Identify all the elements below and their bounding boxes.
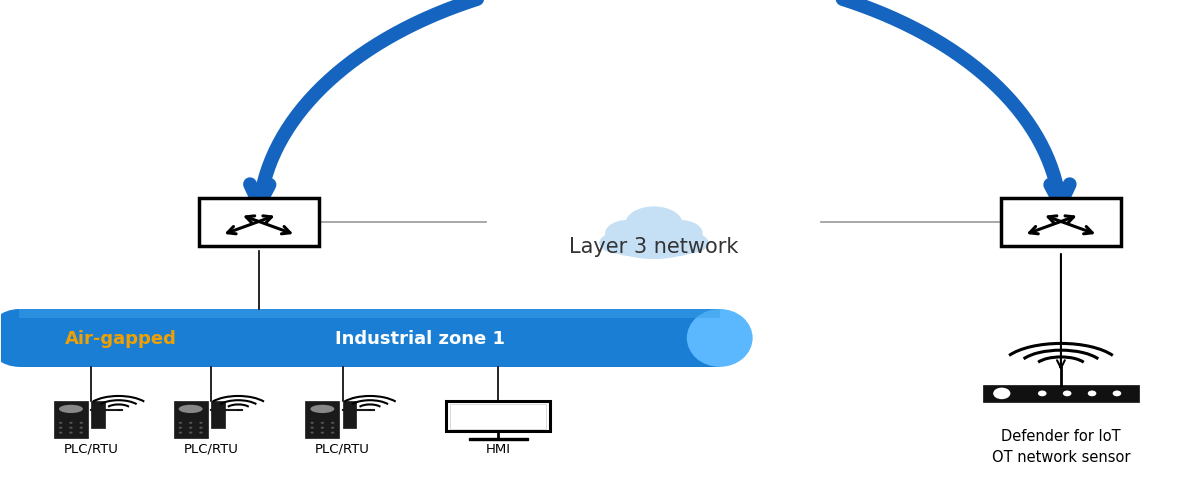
Bar: [199, 199, 319, 247]
Ellipse shape: [188, 427, 192, 429]
Text: Air-gapped: Air-gapped: [65, 329, 178, 347]
Ellipse shape: [59, 432, 62, 434]
Bar: [469, 438, 528, 440]
Bar: [174, 401, 208, 439]
Bar: [983, 385, 1139, 402]
Ellipse shape: [625, 207, 683, 242]
Ellipse shape: [79, 427, 83, 429]
Bar: [211, 401, 224, 428]
Ellipse shape: [320, 427, 324, 429]
Ellipse shape: [179, 405, 203, 413]
Ellipse shape: [1058, 367, 1063, 369]
Bar: [450, 404, 546, 429]
Ellipse shape: [79, 432, 83, 434]
Ellipse shape: [994, 388, 1010, 399]
Ellipse shape: [648, 233, 700, 257]
Ellipse shape: [686, 309, 752, 367]
Text: OT network sensor: OT network sensor: [991, 449, 1130, 464]
Text: Industrial zone 1: Industrial zone 1: [336, 329, 505, 347]
Ellipse shape: [617, 235, 691, 259]
Ellipse shape: [188, 432, 192, 434]
Ellipse shape: [118, 410, 120, 411]
Ellipse shape: [331, 422, 335, 424]
Ellipse shape: [656, 220, 703, 247]
Bar: [54, 401, 88, 439]
Ellipse shape: [59, 405, 83, 413]
Ellipse shape: [238, 410, 240, 411]
Ellipse shape: [59, 427, 62, 429]
Ellipse shape: [320, 422, 324, 424]
Ellipse shape: [1112, 391, 1121, 396]
Ellipse shape: [199, 432, 203, 434]
Ellipse shape: [331, 432, 335, 434]
Ellipse shape: [599, 233, 640, 254]
Ellipse shape: [70, 422, 73, 424]
Ellipse shape: [311, 432, 314, 434]
Text: PLC/RTU: PLC/RTU: [184, 442, 239, 454]
Ellipse shape: [79, 422, 83, 424]
Bar: [305, 401, 340, 439]
Ellipse shape: [188, 422, 192, 424]
Ellipse shape: [311, 405, 335, 413]
Ellipse shape: [320, 432, 324, 434]
Ellipse shape: [199, 427, 203, 429]
Ellipse shape: [70, 427, 73, 429]
Ellipse shape: [608, 233, 660, 257]
Ellipse shape: [179, 422, 182, 424]
Ellipse shape: [1087, 391, 1097, 396]
Ellipse shape: [199, 422, 203, 424]
Bar: [446, 401, 551, 432]
Bar: [19, 309, 720, 367]
Ellipse shape: [179, 427, 182, 429]
Ellipse shape: [59, 422, 62, 424]
Bar: [342, 401, 356, 428]
Text: PLC/RTU: PLC/RTU: [316, 442, 370, 454]
Ellipse shape: [70, 432, 73, 434]
Ellipse shape: [1063, 391, 1072, 396]
Text: Defender for IoT: Defender for IoT: [1001, 428, 1121, 443]
Ellipse shape: [1038, 391, 1046, 396]
Text: Layer 3 network: Layer 3 network: [569, 237, 738, 257]
Ellipse shape: [668, 233, 708, 254]
Ellipse shape: [0, 309, 53, 367]
Text: HMI: HMI: [486, 442, 511, 454]
Bar: [1001, 199, 1121, 247]
Bar: [91, 401, 104, 428]
Ellipse shape: [331, 427, 335, 429]
Bar: [19, 309, 720, 318]
Ellipse shape: [368, 410, 371, 411]
Ellipse shape: [179, 432, 182, 434]
Ellipse shape: [311, 427, 314, 429]
Ellipse shape: [311, 422, 314, 424]
Text: PLC/RTU: PLC/RTU: [64, 442, 119, 454]
Ellipse shape: [605, 220, 652, 247]
